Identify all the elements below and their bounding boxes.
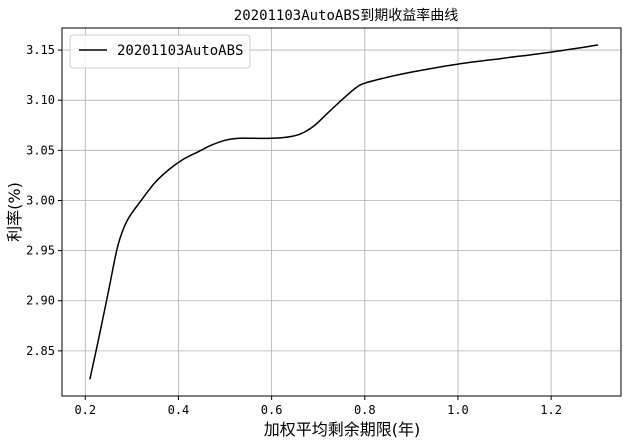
x-tick-label: 0.2 xyxy=(74,403,96,417)
y-tick-label: 2.90 xyxy=(26,294,55,308)
x-tick-label: 0.6 xyxy=(261,403,283,417)
y-axis-ticks: 2.85 2.90 2.95 3.00 3.05 3.10 3.15 xyxy=(26,43,62,358)
grid-lines xyxy=(62,28,621,396)
data-point xyxy=(550,51,552,53)
data-point xyxy=(457,63,459,65)
data-point xyxy=(210,144,212,146)
data-point xyxy=(196,151,198,153)
x-tick-label: 0.4 xyxy=(168,403,190,417)
series-line xyxy=(89,44,598,380)
series-layer xyxy=(89,44,599,380)
data-point xyxy=(98,335,100,337)
y-tick-label: 3.15 xyxy=(26,43,55,57)
x-tick-label: 1.2 xyxy=(540,403,562,417)
chart-title: 20201103AutoABS到期收益率曲线 xyxy=(234,7,458,24)
x-tick-label: 1.0 xyxy=(447,403,469,417)
data-point xyxy=(140,199,142,202)
data-point xyxy=(117,244,119,247)
data-point xyxy=(285,136,287,138)
x-axis-label: 加权平均剩余期限(年) xyxy=(264,420,421,439)
y-tick-label: 3.05 xyxy=(26,143,55,157)
x-tick-label: 0.8 xyxy=(354,403,376,417)
y-tick-label: 2.95 xyxy=(26,244,55,258)
data-point xyxy=(364,82,366,84)
data-point xyxy=(410,71,412,73)
legend: 20201103AutoABS xyxy=(69,34,251,69)
data-point xyxy=(182,158,184,160)
data-point xyxy=(238,137,240,139)
y-tick-label: 2.85 xyxy=(26,344,55,358)
data-point xyxy=(597,44,599,46)
data-point xyxy=(252,137,254,139)
data-point xyxy=(168,168,170,170)
data-point xyxy=(326,112,329,114)
data-point xyxy=(298,133,301,135)
data-point xyxy=(312,125,315,127)
data-point xyxy=(224,139,226,141)
data-point xyxy=(126,219,128,222)
data-point xyxy=(354,87,357,89)
data-point xyxy=(271,137,273,139)
data-point xyxy=(89,378,91,380)
data-point xyxy=(107,290,110,292)
plot-area-frame xyxy=(61,27,622,397)
y-tick-label: 3.00 xyxy=(26,193,55,207)
data-point xyxy=(503,57,506,59)
legend-entry-label: 20201103AutoABS xyxy=(117,43,243,59)
legend-box xyxy=(69,34,251,69)
data-point xyxy=(387,76,389,78)
y-axis-label: 利率(%) xyxy=(5,182,24,242)
data-point xyxy=(154,181,156,184)
y-tick-label: 3.10 xyxy=(26,93,55,107)
data-point xyxy=(340,99,343,101)
x-axis-ticks: 0.2 0.4 0.6 0.8 1.0 1.2 xyxy=(74,396,562,417)
